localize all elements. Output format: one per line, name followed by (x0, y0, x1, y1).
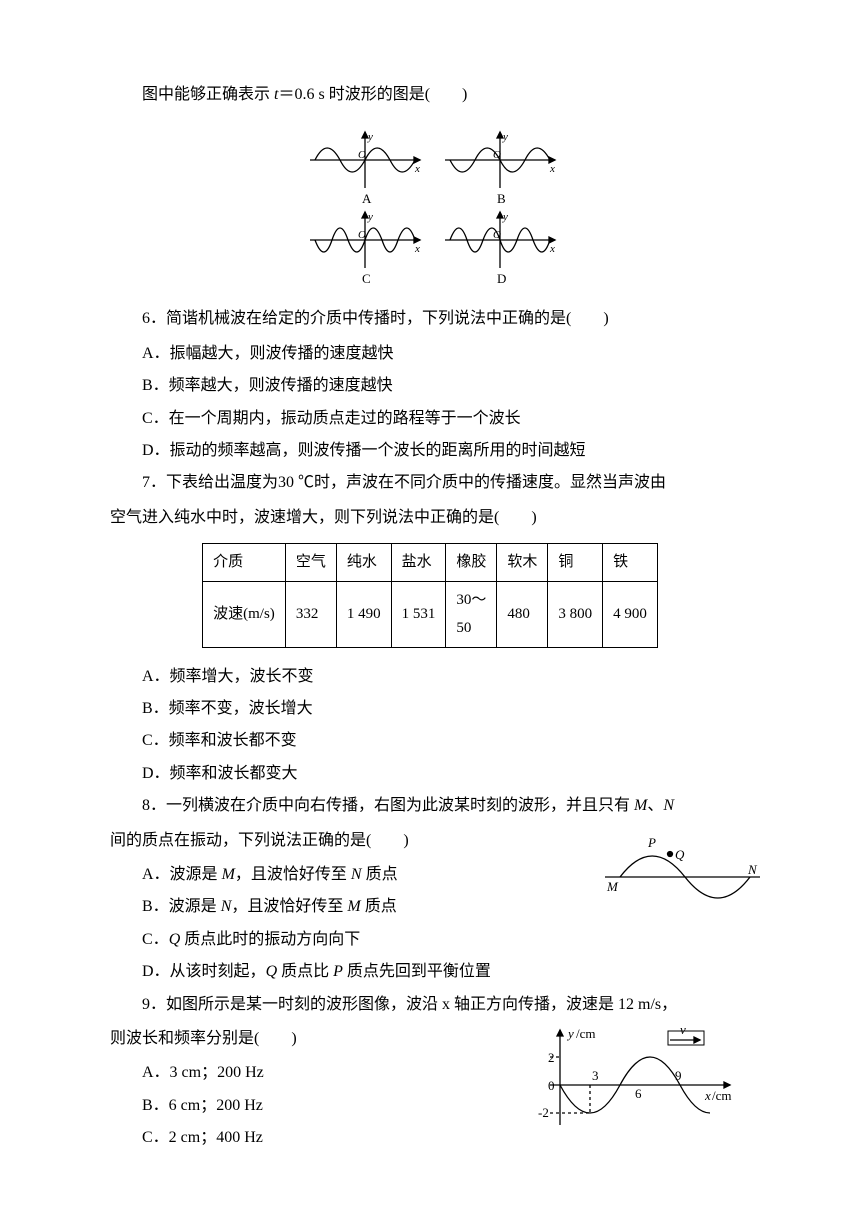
q7-stem1: 7．下表给出温度为30 ℃时，声波在不同介质中的传播速度。显然当声波由 (110, 468, 750, 498)
td-val: 30～50 (446, 581, 497, 647)
svg-text:x: x (549, 163, 555, 175)
svg-text:y: y (566, 1026, 574, 1041)
svg-text:Q: Q (675, 847, 685, 862)
svg-text:/cm: /cm (712, 1088, 732, 1103)
svg-text:O: O (493, 229, 501, 241)
th-copper: 铜 (548, 544, 603, 582)
svg-text:x: x (414, 163, 420, 175)
q8-opt-d: D．从该时刻起，Q 质点比 P 质点先回到平衡位置 (110, 957, 750, 987)
th-salt: 盐水 (391, 544, 446, 582)
th-cork: 软木 (497, 544, 548, 582)
svg-text:O: O (358, 149, 366, 161)
svg-text:x: x (549, 243, 555, 255)
td-val: 3 800 (548, 581, 603, 647)
th-rubber: 橡胶 (446, 544, 497, 582)
q6-opt-b: B．频率越大，则波传播的速度越快 (110, 371, 750, 401)
td-val: 1 490 (336, 581, 391, 647)
svg-text:y: y (367, 131, 373, 143)
th-medium: 介质 (203, 544, 286, 582)
q8-opt-c: C．Q 质点此时的振动方向向下 (110, 925, 750, 955)
svg-text:6: 6 (635, 1086, 642, 1101)
q7-table: 介质 空气 纯水 盐水 橡胶 软木 铜 铁 波速(m/s) 332 1 490 … (202, 543, 658, 648)
td-val: 4 900 (603, 581, 658, 647)
svg-text:2: 2 (548, 1050, 555, 1065)
svg-text:y: y (367, 211, 373, 223)
svg-text:C: C (362, 271, 371, 286)
svg-text:M: M (606, 879, 619, 894)
q6-opt-d: D．振动的频率越高，则波传播一个波长的距离所用的时间越短 (110, 436, 750, 466)
svg-text:O: O (358, 229, 366, 241)
q7-opt-c: C．频率和波长都不变 (110, 726, 750, 756)
svg-text:-2: -2 (538, 1105, 549, 1120)
q7-opt-b: B．频率不变，波长增大 (110, 694, 750, 724)
td-val: 332 (285, 581, 336, 647)
svg-text:y: y (502, 131, 508, 143)
th-air: 空气 (285, 544, 336, 582)
svg-text:y: y (502, 211, 508, 223)
td-label: 波速(m/s) (203, 581, 286, 647)
svg-text:O: O (493, 149, 501, 161)
q6-opt-a: A．振幅越大，则波传播的速度越快 (110, 339, 750, 369)
svg-text:N: N (747, 862, 758, 877)
q6-stem: 6．简谐机械波在给定的介质中传播时，下列说法中正确的是( ) (110, 304, 750, 334)
svg-text:3: 3 (592, 1068, 599, 1083)
svg-text:A: A (362, 191, 372, 206)
svg-text:v: v (680, 1022, 686, 1037)
q5-figure: O y x A O y x B O y x C (110, 120, 750, 290)
svg-text:D: D (497, 271, 506, 286)
svg-text:P: P (647, 837, 656, 850)
th-iron: 铁 (603, 544, 658, 582)
q8-stem1: 8．一列横波在介质中向右传播，右图为此波某时刻的波形，并且只有 M、N (110, 791, 750, 821)
svg-text:x: x (414, 243, 420, 255)
td-val: 480 (497, 581, 548, 647)
q9-block: 9．如图所示是某一时刻的波形图像，波沿 x 轴正方向传播，波速是 12 m/s，… (110, 990, 750, 1154)
td-val: 1 531 (391, 581, 446, 647)
q8-block: 8．一列横波在介质中向右传播，右图为此波某时刻的波形，并且只有 M、N 间的质点… (110, 791, 750, 987)
q8-figure: P Q M N (600, 837, 770, 928)
svg-text:0: 0 (548, 1078, 555, 1093)
svg-text:9: 9 (675, 1068, 682, 1083)
svg-text:x: x (704, 1088, 711, 1103)
q6-opt-c: C．在一个周期内，振动质点走过的路程等于一个波长 (110, 404, 750, 434)
q7-opt-a: A．频率增大，波长不变 (110, 662, 750, 692)
q9-figure: y /cm v 2 0 -2 3 6 9 x /cm (520, 1020, 750, 1151)
table-row: 介质 空气 纯水 盐水 橡胶 软木 铜 铁 (203, 544, 658, 582)
q7-stem2: 空气进入纯水中时，波速增大，则下列说法中正确的是( ) (110, 503, 750, 533)
svg-text:/cm: /cm (576, 1026, 596, 1041)
table-row: 波速(m/s) 332 1 490 1 531 30～50 480 3 800 … (203, 581, 658, 647)
th-water: 纯水 (336, 544, 391, 582)
q5-stem: 图中能够正确表示 t＝0.6 s 时波形的图是( ) (110, 80, 750, 110)
svg-text:B: B (497, 191, 506, 206)
q9-stem1: 9．如图所示是某一时刻的波形图像，波沿 x 轴正方向传播，波速是 12 m/s， (110, 990, 750, 1020)
q7-opt-d: D．频率和波长都变大 (110, 759, 750, 789)
